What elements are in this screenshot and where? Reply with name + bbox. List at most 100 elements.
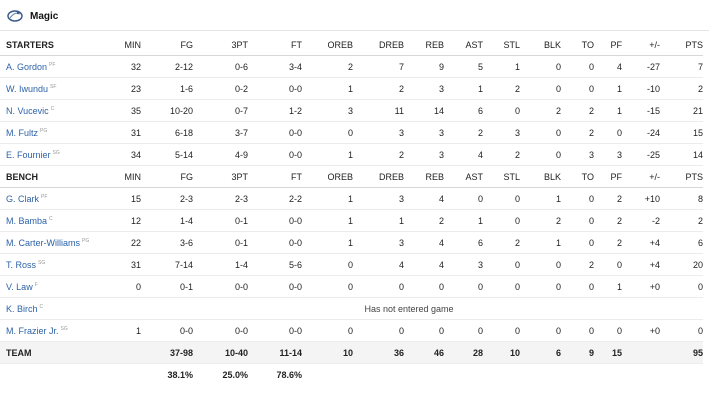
stat-cell: 0-0 [248,319,302,342]
stat-cell: 0 [483,99,520,122]
stat-cell: 1-4 [141,209,193,232]
player-name: G. Clark [6,193,40,204]
section-label: STARTERS [0,34,115,56]
player-row: T. Ross SG 31 7-14 1-4 5-6 0 4 4 3 0 0 2 0 +4 20 [0,253,703,276]
team-stat: 6 [520,341,561,364]
stat-cell: 0 [404,319,444,342]
stat-cell: 0 [561,319,594,342]
stat-cell: 0 [594,121,622,144]
stat-cell: 0 [483,275,520,298]
stat-cell: 2 [594,209,622,232]
column-header: FG [141,165,193,188]
stat-cell: 34 [115,143,141,166]
player-cell: A. Gordon PF [0,55,115,78]
stat-cell: 7 [660,55,703,78]
stat-cell: 0-7 [193,99,248,122]
stat-cell: 1 [444,77,483,100]
stat-cell: 3 [483,121,520,144]
player-row: A. Gordon PF 32 2-12 0-6 3-4 2 7 9 5 1 0 0 4 -27 7 [0,55,703,78]
player-position: SG [60,325,68,332]
team-percentage: 25.0% [222,369,248,380]
team-stat: 10 [302,341,353,364]
stat-cell: 4 [404,231,444,254]
stat-cell: 2 [520,99,561,122]
section-header-row: BENCH MIN FG 3PT FT OREB DREB REB AST STL BLK TO PF +… [0,165,703,188]
team-stat: 36 [353,341,404,364]
player-cell: K. Birch C [0,297,115,320]
empty-cell [353,364,404,386]
stat-cell: 4 [594,55,622,78]
column-header: AST [444,165,483,188]
column-header: OREB [302,34,353,56]
stat-cell: 0 [561,77,594,100]
stat-cell: 1-4 [193,253,248,276]
player-position: C [50,105,55,112]
player-cell: N. Vucevic C [0,99,115,122]
column-header: 3PT [193,165,248,188]
stat-cell: 32 [115,55,141,78]
stat-cell: 0 [561,209,594,232]
stat-cell: 0 [520,253,561,276]
stat-cell: 6 [444,99,483,122]
column-header: TO [561,165,594,188]
stat-cell: 2 [353,143,404,166]
stat-cell: 0 [561,55,594,78]
empty-cell [115,341,141,364]
stat-cell: 0 [594,319,622,342]
stat-cell: 2 [561,253,594,276]
stat-cell: 7 [353,55,404,78]
stat-cell: 4 [444,143,483,166]
stat-cell: 3-7 [193,121,248,144]
player-name: M. Carter-Williams [6,237,80,248]
stat-cell: 0 [520,121,561,144]
table-body: STARTERS MIN FG 3PT FT OREB DREB REB AST STL BLK TO… [0,34,703,385]
column-header: MIN [115,34,141,56]
stat-cell: 1 [594,77,622,100]
stat-cell: 0-1 [141,275,193,298]
stat-cell: 31 [115,253,141,276]
player-name: M. Bamba [6,215,48,226]
team-row: TEAM 37-98 10-40 11-14 10 36 46 28 10 6 9 15 95 [0,341,703,364]
stat-cell: 3 [353,121,404,144]
stat-cell: 0 [404,275,444,298]
stat-cell: 2-3 [141,187,193,210]
stat-cell: 0-2 [193,77,248,100]
stat-cell: 0 [520,275,561,298]
stat-cell: 3-4 [248,55,302,78]
stat-cell: 3 [353,231,404,254]
stat-cell: +0 [622,275,660,298]
stat-cell: 4 [353,253,404,276]
stat-cell: 0 [660,275,703,298]
stat-cell: +4 [622,231,660,254]
column-header: TO [561,34,594,56]
stat-cell: 1 [520,231,561,254]
stat-cell: 0-6 [193,55,248,78]
player-position: C [39,303,44,310]
stat-cell: 5-6 [248,253,302,276]
stat-cell: 1 [302,77,353,100]
player-position: F [34,281,38,288]
section-header-row: STARTERS MIN FG 3PT FT OREB DREB REB AST STL BLK TO… [0,34,703,56]
column-header: STL [483,34,520,56]
stat-cell: -10 [622,77,660,100]
column-header: REB [404,34,444,56]
empty-cell [115,364,141,386]
player-position: SG [52,149,60,156]
stat-cell: 0 [444,187,483,210]
stat-cell: 35 [115,99,141,122]
stat-cell: 3 [404,143,444,166]
stat-cell: 12 [115,209,141,232]
stat-cell: -24 [622,121,660,144]
stat-cell: 2-3 [193,187,248,210]
player-row: M. Fultz PG 31 6-18 3-7 0-0 0 3 3 2 3 0 2 0 -24 15 [0,121,703,144]
player-name: N. Vucevic [6,105,49,116]
empty-cell [622,341,660,364]
stat-cell: 0-0 [248,77,302,100]
stat-cell: 0 [302,253,353,276]
player-cell: V. Law F [0,275,115,298]
player-cell: G. Clark PF [0,187,115,210]
stat-cell: 14 [404,99,444,122]
team-percentage: 38.1% [167,369,193,380]
stat-cell: 0 [520,143,561,166]
